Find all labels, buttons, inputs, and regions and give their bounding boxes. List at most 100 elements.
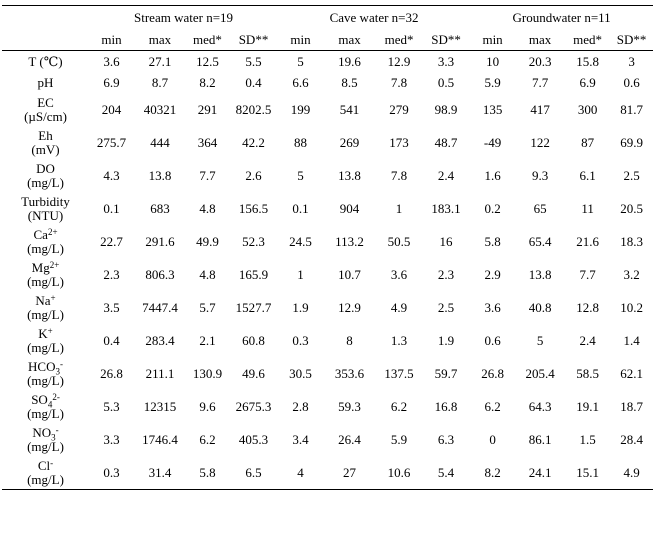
parameter-unit: (µS/cm) — [24, 108, 67, 124]
value-cell: 40321 — [143, 102, 177, 117]
value-cell: 444 — [150, 135, 170, 150]
parameter-name: Eh — [38, 127, 53, 143]
value-cell: 291 — [197, 102, 218, 117]
value-cell: 683 — [150, 201, 170, 216]
corner-cell — [2, 28, 89, 51]
value-cell: 2.6 — [245, 168, 262, 183]
value-cell: 18.3 — [620, 234, 643, 249]
value-cell: 291.6 — [145, 234, 175, 249]
value-cell: 19.6 — [338, 54, 361, 69]
parameter-superscript: 2- — [52, 391, 60, 402]
value-cell: 6.1 — [579, 168, 596, 183]
value-cell: 15.8 — [576, 54, 599, 69]
value-cell: 50.5 — [387, 234, 411, 249]
value-cell: 6.2 — [484, 399, 501, 414]
parameter-cell: Na+ (mg/L) — [2, 291, 89, 324]
value-cell: 26.4 — [338, 432, 361, 447]
parameter-cell: Turbidity (NTU) — [2, 192, 89, 225]
value-cell: -49 — [483, 135, 502, 150]
value-cell: 6.3 — [437, 432, 455, 447]
value-cell: 283.4 — [145, 333, 175, 348]
table-row: HCO3- (mg/L) 26.8 211.1 130.9 49.6 30.5 353.6 13… — [2, 357, 653, 390]
value-cell: 2.1 — [199, 333, 216, 348]
value-cell: 12.5 — [196, 54, 219, 69]
value-cell: 27.1 — [148, 54, 172, 69]
table-row: T (℃) 3.6 27.1 12.5 5.5 5 19.6 12.9 3.3 10 20.3 15.… — [2, 51, 653, 73]
parameter-unit: (mg/L) — [27, 306, 64, 322]
value-cell: 22.7 — [100, 234, 123, 249]
value-cell: 0.2 — [484, 201, 501, 216]
value-cell: 4.9 — [390, 300, 408, 315]
value-cell: 49.9 — [196, 234, 219, 249]
value-cell: 2675.3 — [235, 399, 272, 414]
value-cell: 5.9 — [390, 432, 408, 447]
value-cell: 28.4 — [620, 432, 643, 447]
value-cell: 18.7 — [620, 399, 643, 414]
value-cell: 10.2 — [620, 300, 643, 315]
table-row: NO3- (mg/L) 3.3 1746.4 6.2 405.3 3.4 26.4 5.9 6.3… — [2, 423, 653, 456]
parameter-cell: SO42- (mg/L) — [2, 390, 89, 423]
parameter-cell: NO3- (mg/L) — [2, 423, 89, 456]
value-cell: 15.1 — [565, 456, 611, 490]
value-cell: 204 — [101, 102, 122, 117]
value-cell: 11 — [581, 201, 594, 216]
parameter-superscript: + — [50, 292, 56, 303]
parameter-name: DO — [36, 160, 55, 176]
parameter-name: EC — [37, 94, 54, 110]
value-cell: 3.5 — [103, 300, 120, 315]
value-cell: 5.9 — [484, 75, 501, 90]
value-cell: 16.8 — [434, 399, 458, 414]
parameter-superscript: 2+ — [47, 226, 58, 237]
value-cell: 8202.5 — [235, 102, 272, 117]
value-cell: 2.5 — [623, 168, 640, 183]
water-chemistry-table: Stream water n=19 Cave water n=32 Ground… — [2, 5, 654, 490]
stat-header-row: min max med* SD** min max med* SD** min max med* SD… — [2, 28, 654, 51]
parameter-cell: DO (mg/L) — [2, 159, 89, 192]
value-cell: 279 — [389, 102, 409, 117]
parameter-superscript: - — [55, 424, 59, 435]
value-cell: 2.3 — [103, 267, 120, 282]
parameter-unit: (mg/L) — [27, 273, 64, 289]
value-cell: 541 — [339, 102, 360, 117]
parameter-cell: pH — [2, 72, 89, 93]
value-cell: 12.9 — [387, 54, 411, 69]
value-cell: 3.4 — [292, 432, 309, 447]
value-cell: 8.2 — [199, 75, 216, 90]
value-cell: 3 — [628, 54, 635, 69]
stat-header-cell: SD** — [422, 28, 471, 51]
value-cell: 2.4 — [437, 168, 455, 183]
value-cell: 364 — [197, 135, 218, 150]
parameter-name: Turbidity — [21, 193, 70, 209]
stat-header-cell: SD** — [229, 28, 279, 51]
parameter-unit: (mg/L) — [27, 339, 64, 355]
value-cell: 5 — [536, 333, 544, 348]
parameter-cell: T (℃) — [2, 51, 89, 73]
value-cell: 5.8 — [186, 456, 229, 490]
stat-header-cell: min — [89, 28, 134, 51]
table-row: DO (mg/L) 4.3 13.8 7.7 2.6 5 13.8 7.8 2.4 1.6 9.3 6.… — [2, 159, 653, 192]
group-groundwater: Groundwater n=11 — [470, 5, 654, 28]
stat-header-cell: med* — [376, 28, 423, 51]
value-cell: 113.2 — [335, 234, 364, 249]
value-cell: 20.5 — [620, 201, 643, 216]
value-cell: 49.6 — [242, 366, 265, 381]
value-cell: 30.5 — [289, 366, 312, 381]
parameter-unit: (mg/L) — [27, 471, 64, 487]
parameter-superscript: - — [50, 457, 54, 468]
value-cell: 4.8 — [199, 267, 216, 282]
value-cell: 59.7 — [434, 366, 458, 381]
value-cell: 269 — [339, 135, 360, 150]
value-cell: 3.6 — [484, 300, 501, 315]
value-cell: 2.5 — [437, 300, 455, 315]
stat-header-cell: med* — [186, 28, 229, 51]
parameter-name: SO — [31, 391, 48, 407]
value-cell: 275.7 — [96, 135, 127, 150]
value-cell: 87 — [581, 135, 595, 150]
value-cell: 5.7 — [199, 300, 216, 315]
value-cell: 69.9 — [620, 135, 643, 150]
value-cell: 8.5 — [341, 75, 358, 90]
parameter-subscript: 3 — [51, 432, 56, 443]
value-cell: 64.3 — [528, 399, 552, 414]
value-cell: 1.5 — [579, 432, 596, 447]
